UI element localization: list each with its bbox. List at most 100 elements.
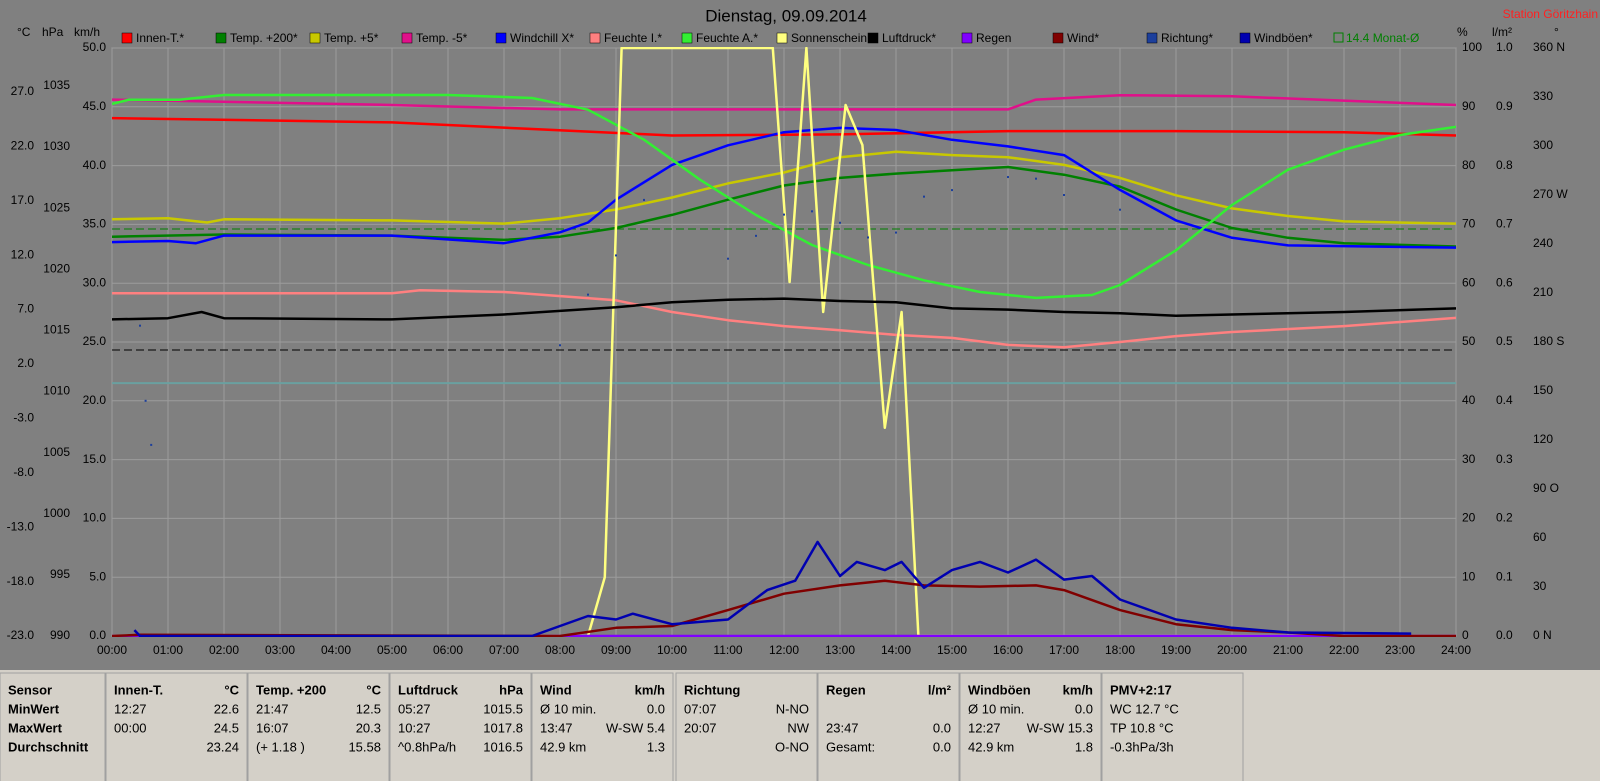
table-cell: (+ 1.18 ) [256,739,305,754]
y-tick-label: 180 S [1533,334,1564,348]
direction-dot [643,198,645,201]
y-tick-label: 50.0 [83,40,107,54]
legend-swatch [961,32,973,44]
y-tick-label: 0.5 [1496,334,1513,348]
table-cell: 00:00 [114,720,147,735]
direction-dot [783,213,785,216]
table-header-unit: °C [224,682,239,697]
table-header: Temp. +200 [256,682,326,697]
y-tick-label: 240 [1533,236,1553,250]
y-tick-label: 210 [1533,285,1553,299]
y-tick-label: 100 [1462,40,1482,54]
x-tick-label: 11:00 [713,643,742,657]
series-line [133,540,1412,637]
x-tick-label: 19:00 [1161,643,1191,657]
direction-dot [811,210,813,213]
table-cell: 20.3 [356,720,381,735]
y-tick-label: 30.0 [83,275,107,289]
y-tick-label: 80 [1462,158,1476,172]
direction-dot [150,443,153,446]
legend-label: 14.4 Monat-Ø [1346,31,1419,45]
y-tick-label: 1030 [43,139,70,153]
direction-dot [839,221,841,224]
y-tick-label: 40.0 [83,158,107,172]
table-header-unit: l/m² [928,682,952,697]
y-tick-label: 0.3 [1496,452,1513,466]
table-header: PMV+2:17 [1110,682,1172,697]
x-tick-label: 09:00 [601,643,631,657]
direction-dot [144,399,147,402]
y-tick-label: 17.0 [11,193,35,207]
table-panel [817,672,960,781]
y-tick-label: 120 [1533,432,1553,446]
y-tick-label: 0.8 [1496,158,1513,172]
y-tick-label: 5.0 [89,569,106,583]
table-cell: 42.9 km [968,739,1014,754]
y-tick-label: 0.6 [1496,275,1513,289]
series-line [112,126,1456,249]
legend-label: Richtung* [1161,31,1213,45]
direction-dot [755,234,757,237]
table-cell: 05:27 [398,701,431,716]
y-tick-label: 1035 [43,78,70,92]
y-tick-label: -18.0 [7,574,35,588]
legend-label: Temp. +200* [230,31,298,45]
table-cell: 10:27 [398,720,431,735]
x-tick-label: 21:00 [1273,643,1303,657]
x-tick-label: 15:00 [937,643,967,657]
table-cell: 0.0 [933,739,951,754]
y-tick-label: 2.0 [17,356,34,370]
x-tick-label: 00:00 [97,643,127,657]
x-tick-label: 01:00 [153,643,183,657]
y-tick-label: -13.0 [7,519,35,533]
legend-swatch [401,32,413,44]
direction-dot [1063,194,1065,196]
y-tick-label: 0.0 [89,628,106,642]
table-cell: 07:07 [684,701,717,716]
axis-unit: °C [17,25,31,39]
y-tick-label: 10.0 [83,511,107,525]
x-tick-label: 20:00 [1217,643,1247,657]
x-tick-label: 10:00 [657,643,687,657]
y-tick-label: 0.1 [1496,569,1513,583]
table-panel [0,672,106,781]
y-tick-label: 90 [1462,99,1476,113]
table-panel [247,672,390,781]
table-cell: 12.5 [356,701,381,716]
x-tick-label: 02:00 [209,643,239,657]
series-line [112,165,1456,248]
table-cell: 1016.5 [483,739,523,754]
legend-label: Luftdruck* [882,31,936,45]
legend-swatch [1146,32,1158,44]
y-tick-label: 50 [1462,334,1476,348]
table-header-unit: km/h [635,682,665,697]
x-tick-label: 07:00 [489,643,519,657]
table-cell: 21:47 [256,701,289,716]
legend-swatch [867,32,879,44]
y-tick-label: 0 [1462,628,1469,642]
table-header: Innen-T. [114,682,163,697]
y-tick-label: -8.0 [13,465,34,479]
y-tick-label: 330 [1533,89,1553,103]
table-cell: MinWert [8,701,60,716]
direction-dot [895,231,897,234]
y-tick-label: 60 [1533,530,1547,544]
table-cell: 1015.5 [483,701,523,716]
table-header: Sensor [8,682,52,697]
table-header: Luftdruck [398,682,459,697]
table-panel [959,672,1102,781]
table-cell: WC 12.7 °C [1110,701,1179,716]
y-tick-label: 1015 [43,323,70,337]
chart-title: Dienstag, 09.09.2014 [705,6,867,25]
table-cell: 12:27 [114,701,147,716]
y-tick-label: 1000 [43,506,70,520]
y-tick-label: 10 [1462,569,1476,583]
table-header: Wind [540,682,572,697]
direction-dot [923,195,925,198]
y-tick-label: 1010 [43,384,70,398]
table-cell: 20:07 [684,720,717,735]
direction-dot [951,189,953,192]
station-name: Station Göritzhain [1503,7,1598,21]
table-cell: 0.0 [1075,701,1093,716]
